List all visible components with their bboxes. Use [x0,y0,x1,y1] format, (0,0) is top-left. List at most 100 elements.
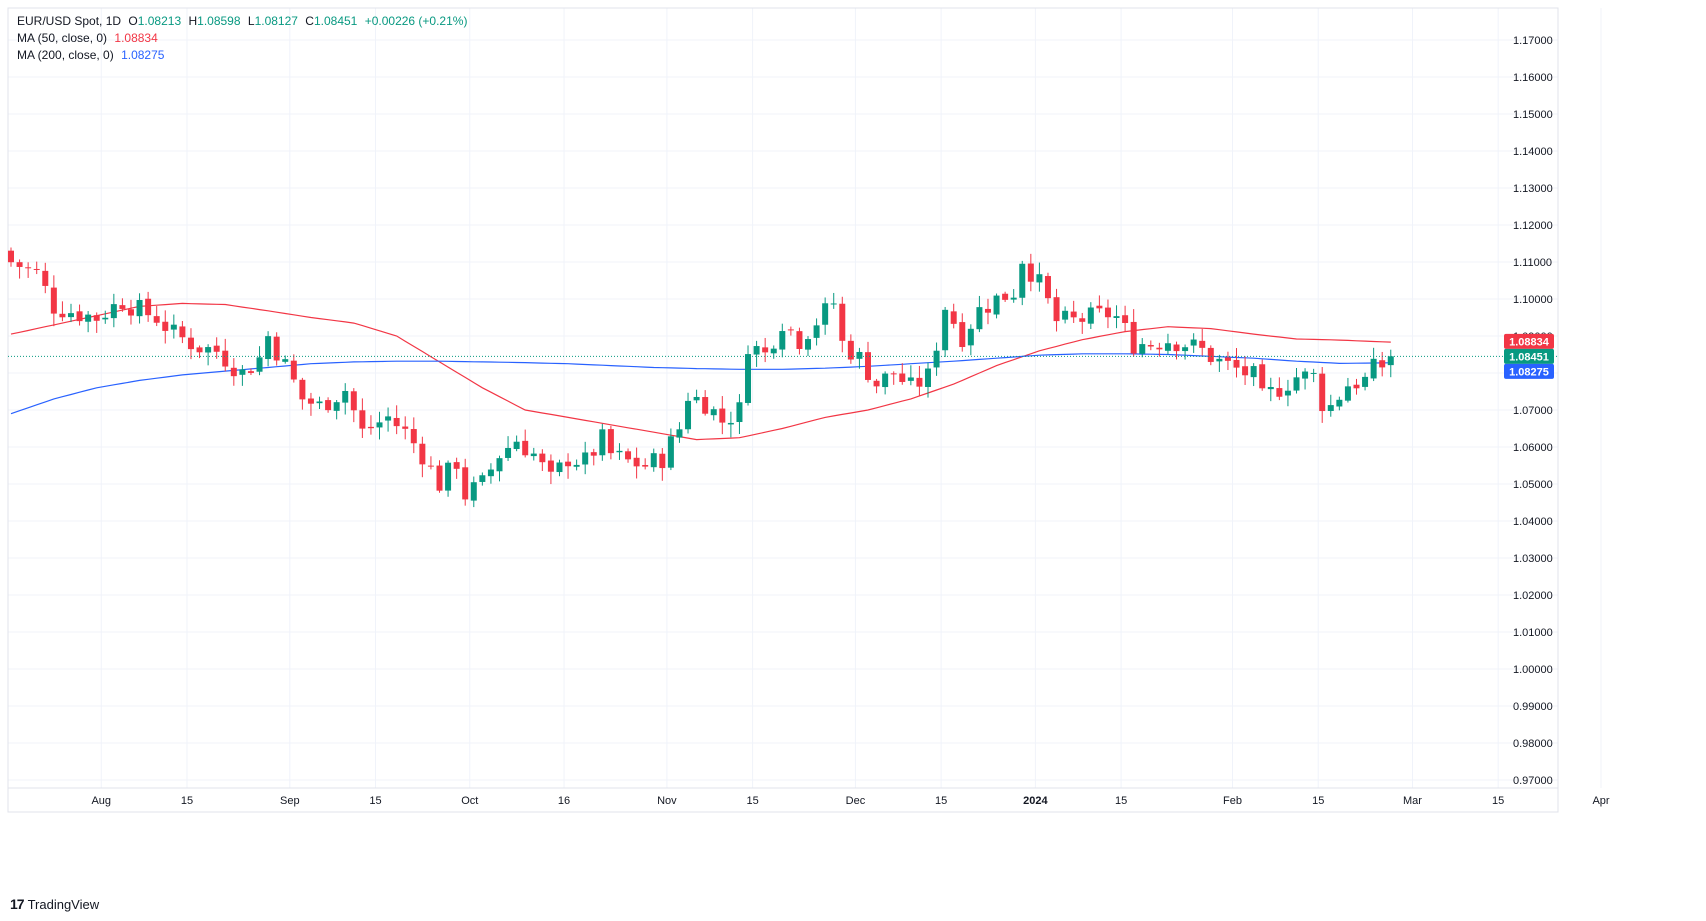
x-tick-label: 15 [935,795,947,807]
time-axis[interactable]: Aug 15 Sep 15 Oct 16 Nov 15 Dec 15 2024 15 Feb 15 Mar 1… [91,795,1609,807]
candle [890,371,897,385]
candle [453,457,460,479]
symbol-label[interactable]: EUR/USD Spot, 1D [17,14,122,28]
candle-body [1284,390,1291,396]
y-tick-label: 1.00000 [1513,664,1553,676]
candle-body [1267,387,1274,390]
candle [633,447,640,479]
ma50-label: MA (50, close, 0) [17,31,108,45]
candle-body [179,326,186,338]
candle-body [487,469,494,477]
candle [1370,347,1377,382]
ohlc-row[interactable]: EUR/USD Spot, 1D O1.08213 H1.08598 L1.08… [17,13,471,30]
candle [1156,342,1163,357]
candle [1147,340,1154,351]
candle [547,454,554,485]
candle-body [1327,405,1334,411]
candle-body [1310,372,1317,374]
tradingview-logo-icon: 17 [10,896,25,912]
candle-body [1379,360,1386,368]
candle-body [1224,357,1231,361]
candle-body [1113,316,1120,318]
candle-body [667,436,674,468]
x-tick-label: Sep [280,795,300,807]
candle [16,259,23,279]
chart-frame [7,7,1559,813]
candle-body [873,380,880,387]
candle [359,398,366,438]
candle-body [127,309,134,316]
ma50-legend-row[interactable]: MA (50, close, 0) 1.08834 [17,30,471,47]
candle [282,355,289,364]
candle [179,320,186,344]
candle-body [1190,339,1197,346]
x-tick-label: Oct [461,795,478,807]
candle-body [333,402,340,411]
ma50-value: 1.08834 [114,31,158,45]
candle [882,371,889,395]
candle [93,312,100,333]
candle [153,306,160,327]
candle-body [436,465,443,491]
candle [1182,344,1189,360]
candle-body [205,347,212,353]
candle-body [196,347,203,353]
candle [367,415,374,435]
candle [856,347,863,369]
candle [847,334,854,364]
high-value: 1.08598 [197,14,241,28]
tradingview-brand[interactable]: 17 TradingView [10,896,99,912]
candle-body [67,313,74,318]
candle [436,460,443,493]
high-label: H [188,14,198,28]
open-label: O [128,14,138,28]
candle [573,459,580,471]
ma50-line [10,302,1391,441]
candle [333,399,340,420]
candle-body [1259,364,1266,389]
candle-body [393,417,400,427]
candle [145,291,152,322]
candle-body [410,429,417,444]
candle [119,298,126,312]
candle [650,448,657,472]
candle-body [119,305,126,309]
candle-body [85,314,92,322]
x-tick-label: 15 [746,795,758,807]
price-label-bg [1504,333,1554,349]
candle [350,388,357,423]
candle [719,396,726,435]
candle [325,397,332,413]
x-tick-label: Aug [91,795,111,807]
candle [1310,368,1317,383]
price-axis[interactable]: 0.97000 0.98000 0.99000 1.00000 1.01000 1.020… [1513,35,1553,787]
candle-body [187,337,194,350]
candle-body [1199,340,1206,348]
candle-body [822,303,829,325]
candle-body [1370,358,1377,379]
price-label-text: 1.08451 [1509,351,1549,363]
candle-body [590,452,597,456]
y-tick-label: 1.12000 [1513,220,1553,232]
candle-body [573,464,580,467]
candle-body [136,299,143,317]
candle [702,390,709,416]
candle-body [350,391,357,411]
candle-body [1182,347,1189,352]
candle [1353,378,1360,395]
candle [676,422,683,443]
price-label-text: 1.08834 [1509,336,1550,348]
candle [1173,341,1180,360]
candle-body [1344,386,1351,401]
candle [582,441,589,475]
price-label-bg [1504,348,1554,364]
ma200-legend-row[interactable]: MA (200, close, 0) 1.08275 [17,47,471,64]
price-labels: 1.08834 1.08451 1.08275 [1504,333,1554,379]
candle-body [924,368,931,387]
y-tick-label: 1.01000 [1513,627,1553,639]
price-label-close: 1.08451 [1504,348,1554,364]
candle [1087,302,1094,330]
candle-body [753,346,760,355]
candle-body [933,350,940,368]
